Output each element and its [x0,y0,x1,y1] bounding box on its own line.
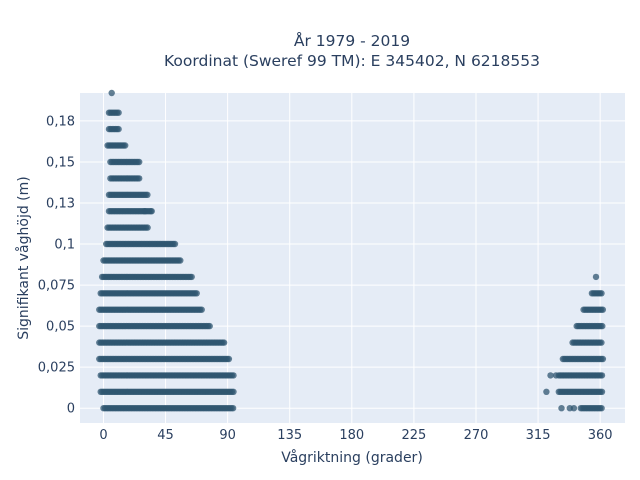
data-point [599,306,606,313]
data-point [144,191,151,198]
y-gridlines [80,120,625,409]
y-tick-label: 0,025 [38,361,75,376]
y-axis-title: Signifikant våghöjd (m) [15,176,32,339]
data-point [598,372,606,379]
data-point [543,388,550,395]
data-point [141,208,148,215]
x-tick-label: 180 [339,428,364,443]
data-points [96,89,607,412]
data-point [177,257,184,264]
x-tick-label: 225 [401,428,426,443]
x-tick-labels: 0 45 90 135 180 225 270 315 360 [99,428,612,443]
x-axis-title: Vågriktning (grader) [281,449,423,466]
data-point [148,208,155,215]
y-tick-label: 0,075 [38,279,75,294]
data-point [598,339,605,346]
data-point [566,405,573,412]
data-point [171,240,179,248]
data-point [547,372,554,379]
y-tick-label: 0,13 [46,197,75,212]
y-tick-label: 0,15 [46,155,75,170]
data-point [230,372,237,379]
data-point [220,339,228,346]
y-tick-label: 0 [67,402,75,417]
chart-title-line2: Koordinat (Sweref 99 TM): E 345402, N 62… [164,52,540,70]
x-tick-label: 360 [588,428,613,443]
data-point [599,322,606,330]
data-point [198,306,205,313]
data-point [136,158,143,166]
data-point [144,224,151,231]
data-point [558,405,565,412]
data-point [122,142,129,149]
chart-title-line1: År 1979 - 2019 [294,31,410,50]
x-tick-label: 0 [99,428,107,443]
y-tick-label: 0,1 [54,238,75,253]
data-point [230,388,237,395]
x-tick-label: 270 [464,428,489,443]
data-point [115,125,122,133]
data-point [108,89,115,97]
data-point [136,175,143,182]
data-point [225,355,233,363]
y-tick-label: 0,18 [46,114,75,129]
data-point [206,322,213,330]
x-tick-label: 90 [219,428,236,443]
x-tick-label: 315 [526,428,551,443]
data-point [599,355,607,363]
data-point [592,273,600,281]
data-point [188,273,195,281]
data-point [598,405,605,412]
data-point [115,109,122,116]
x-tick-label: 45 [157,428,174,443]
y-tick-labels: 0 0,025 0,05 0,075 0,1 0,13 0,15 0,18 [38,114,75,416]
x-tick-label: 135 [277,428,302,443]
data-point [598,290,605,297]
y-tick-label: 0,05 [46,320,75,335]
data-point [598,388,606,395]
data-point [193,290,200,297]
data-point [229,405,237,412]
